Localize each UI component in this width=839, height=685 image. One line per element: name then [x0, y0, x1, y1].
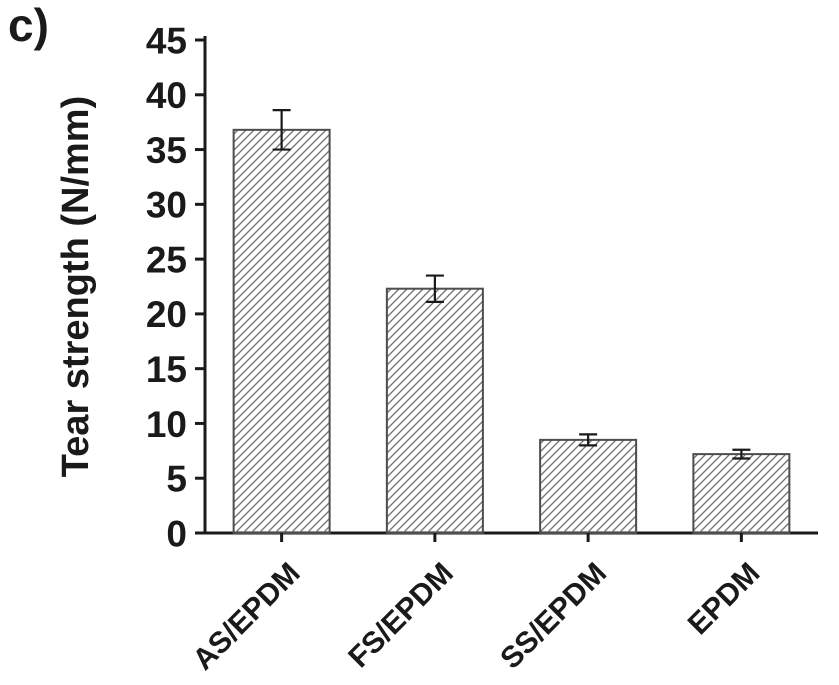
y-tick-label: 10 — [146, 404, 187, 445]
x-tick-label: FS/EPDM — [342, 557, 460, 675]
bar-epdm — [692, 453, 791, 534]
x-tick-label: SS/EPDM — [494, 557, 613, 676]
x-tick-label: AS/EPDM — [187, 557, 307, 677]
panel-label: c) — [8, 0, 49, 51]
y-tick-label: 30 — [146, 185, 187, 226]
y-tick-label: 20 — [146, 294, 187, 335]
y-tick-label: 25 — [146, 239, 187, 280]
bar-ss-epdm — [539, 438, 638, 534]
y-tick-label: 0 — [166, 513, 187, 554]
y-tick-label: 40 — [146, 75, 187, 116]
y-axis-title: Tear strength (N/mm) — [55, 96, 97, 477]
bar-as-epdm — [232, 128, 331, 535]
y-tick-label: 5 — [166, 459, 187, 500]
bar-fs-epdm — [385, 287, 484, 534]
x-tick-label: EPDM — [682, 557, 767, 642]
y-tick-label: 35 — [146, 130, 187, 171]
y-tick-label: 45 — [146, 20, 187, 61]
y-tick-label: 15 — [146, 349, 187, 390]
